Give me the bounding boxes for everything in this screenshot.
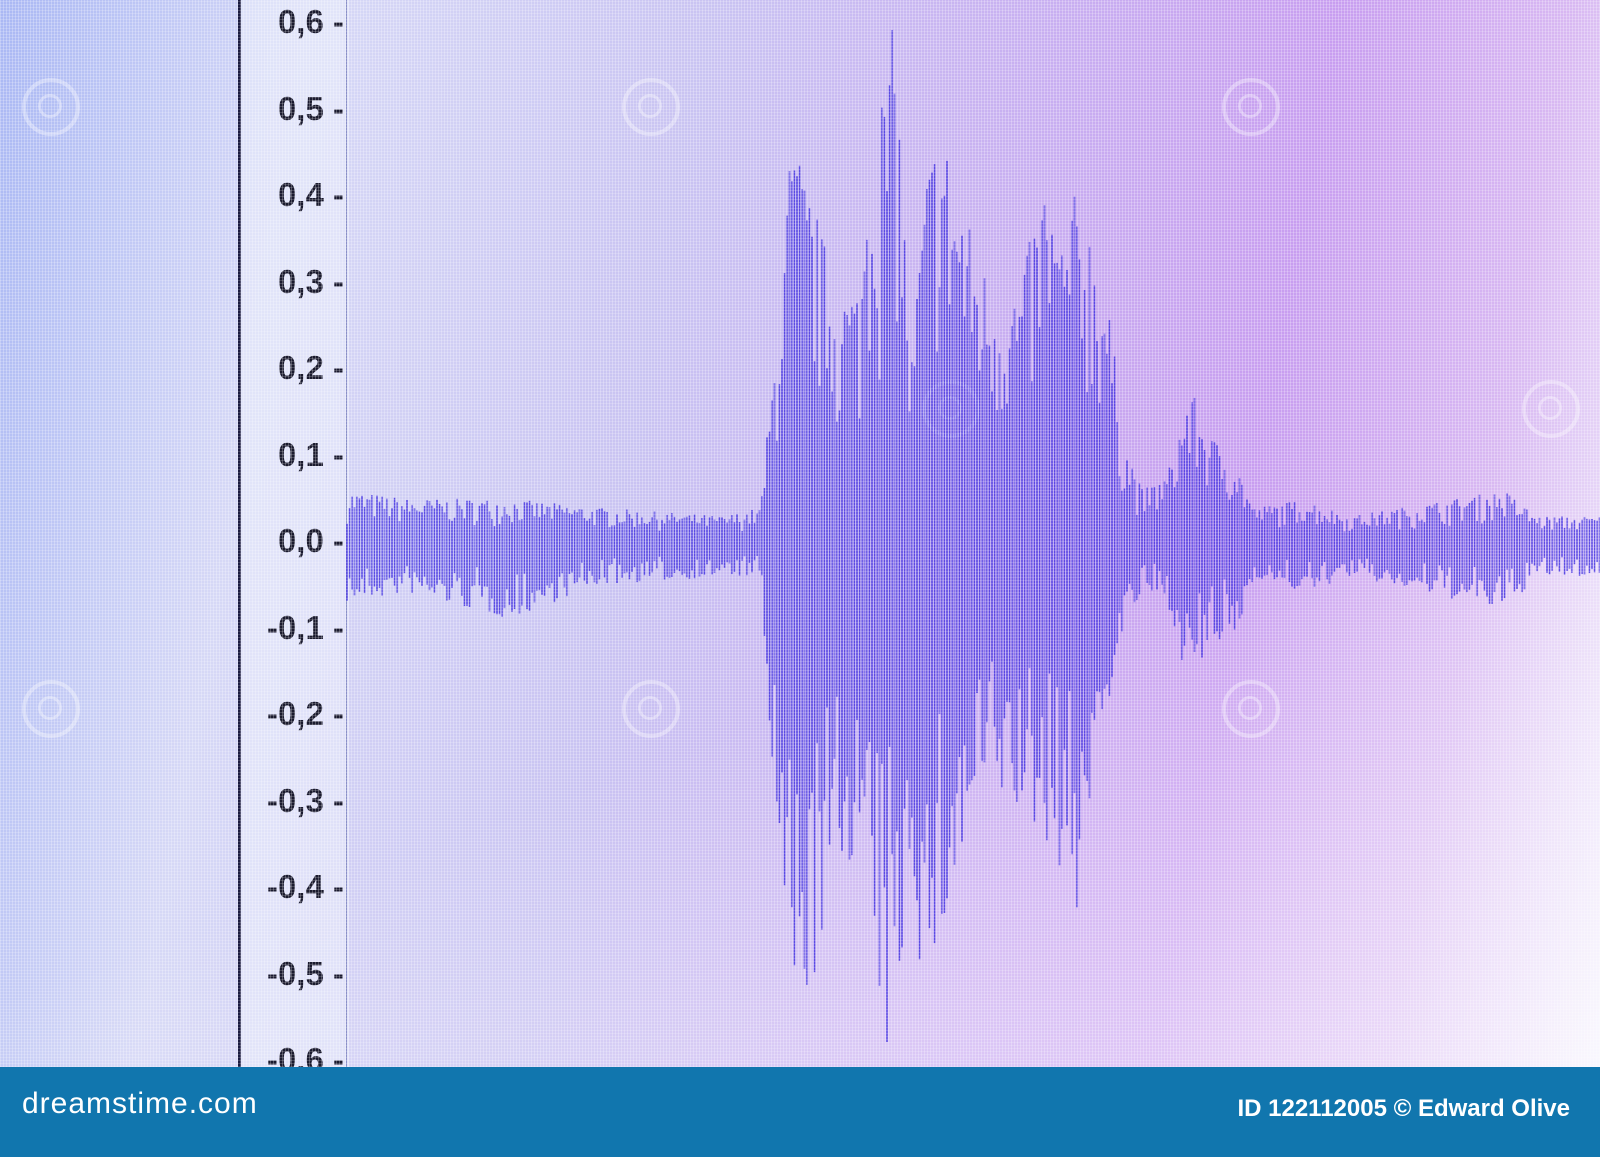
y-tick-label: -0,1 - <box>266 608 344 646</box>
watermark-spiral-icon <box>22 78 80 136</box>
y-tick-label: 0,2 - <box>277 349 344 386</box>
watermark-spiral-icon <box>1522 380 1580 438</box>
watermark-spiral-icon <box>622 680 680 738</box>
dreamstime-logo: dreamstime.com <box>22 1087 258 1120</box>
waveform-plot <box>346 30 1600 1043</box>
y-tick-label: -0,4 - <box>266 868 344 905</box>
watermark-spiral-icon <box>22 680 80 738</box>
watermark-spiral-icon <box>1222 680 1280 738</box>
watermark-footer: dreamstime.com ID 122112005 © Edward Oli… <box>0 1067 1600 1157</box>
y-tick-label: 0,6 - <box>277 3 344 40</box>
y-tick-label: -0,5 - <box>266 954 344 992</box>
waveform-display: 0,6 - 0,5 - 0,4 - 0,3 - 0,2 - 0,1 - 0,0 - -0,1 … <box>0 0 1600 1078</box>
y-tick-label: 0,5 - <box>277 89 344 127</box>
watermark-spiral-icon <box>622 78 680 136</box>
image-credit: ID 122112005 © Edward Olive <box>1237 1095 1570 1122</box>
y-tick-label: 0,4 - <box>277 176 344 213</box>
y-tick-label: -0,3 - <box>266 781 344 819</box>
waveform-series <box>346 30 1600 1043</box>
y-axis-panel <box>238 0 349 1067</box>
y-tick-label: -0,2 - <box>266 695 344 732</box>
watermark-spiral-icon <box>1222 78 1280 136</box>
y-tick-label: 0,1 - <box>277 435 344 473</box>
y-tick-label: 0,3 - <box>277 262 344 300</box>
y-tick-label: 0,0 - <box>277 522 344 559</box>
